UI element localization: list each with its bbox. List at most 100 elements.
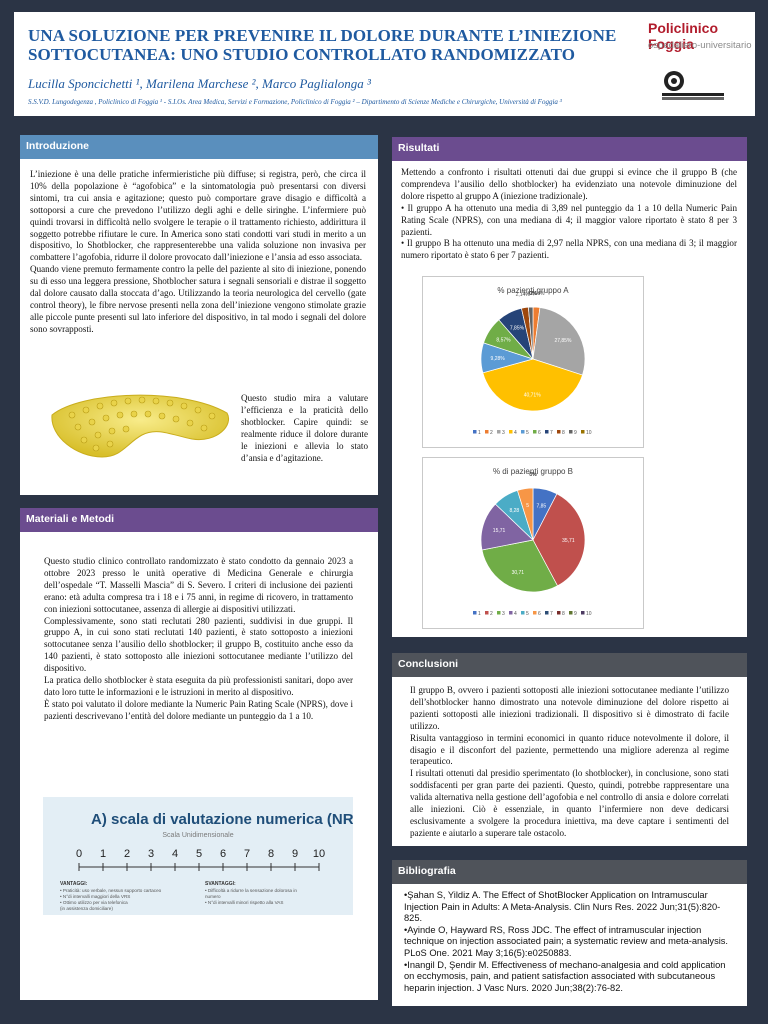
shotblocker-device-image [51,394,230,458]
policlinico-logo-title: Policlinico Foggia [648,20,719,52]
pie-chart-group-a-svg: % pazienti gruppo A0%2,14%27,85%40,71%9,… [473,286,592,436]
methods-paragraph: È stato poi valutato il dolore mediante … [44,698,353,721]
pie-label: 35,71 [562,538,575,544]
nrs-number: 1 [100,848,106,860]
legend-label: 10 [586,430,592,436]
pie-label: 8,57% [496,337,511,343]
pie-label: 0% [529,472,537,478]
legend-swatch [533,430,537,434]
legend-label: 1 [478,611,481,617]
legend-label: 6 [538,611,541,617]
introduction-panel: Introduzione L’iniezione è una delle pra… [20,135,378,495]
pie-label: 0% [529,472,537,478]
methods-paragraph: La pratica dello shotblocker è stata ese… [44,675,353,697]
nrs-vantaggi-item: • Ottimo utilizzo per via telefonica [60,900,128,905]
authors: Lucilla Sponcichetti ¹, Marilena Marches… [28,76,371,91]
nrs-number: 3 [148,848,154,860]
pie-slice [532,493,586,587]
legend-label: 2 [490,611,493,617]
pie-chart-group-b-svg: % di pazienti gruppo B 7,85 35,71 30,71 15,7… [473,467,592,617]
results-text: Mettendo a confronto i risultati ottenut… [401,167,737,262]
nrs-vantaggi-item: (in assistenza domiciliare) [60,906,113,911]
legend-label: 5 [526,430,529,436]
introduction-heading: Introduzione [26,140,89,152]
legend-label: 3 [502,611,505,617]
legend-label: 8 [562,430,565,436]
pie-label: 40,71% [524,392,542,398]
legend-swatch [485,430,489,434]
legend-label: 4 [514,611,517,617]
legend-swatch [473,430,477,434]
legend-swatch [581,430,585,434]
chart-title: % pazienti gruppo A [497,286,569,295]
nrs-number: 10 [313,848,325,860]
nrs-number: 9 [292,848,298,860]
legend-swatch [557,430,561,434]
legend-label: 4 [514,430,517,436]
legend-swatch [485,611,489,615]
pie-label: 27,85% [554,338,572,344]
legend-swatch [497,611,501,615]
forum-risk-management-logo [662,71,724,100]
results-paragraph: • Il gruppo B ha ottenuto una media di 2… [401,238,737,261]
nrs-svantaggi-item: • Difficoltà a ridurre la sensazione dol… [205,888,297,893]
policlinico-logo-subtitle: ospedaliero-universitario [648,40,752,51]
nrs-number: 7 [244,848,250,860]
legend-swatch [497,430,501,434]
legend-label: 7 [550,611,553,617]
pie-label: 0% [529,472,537,478]
nrs-number: 2 [124,848,130,860]
legend-label: 9 [574,430,577,436]
legend-swatch [509,611,513,615]
pie-label: 0% [529,291,537,297]
nrs-vantaggi-item: • Praticità: uso verbale, nessun support… [60,888,162,893]
legend-swatch [569,430,573,434]
legend-swatch [473,611,477,615]
nrs-subtitle: Scala Unidimensionale [162,832,233,839]
pie-slice [532,307,586,376]
nrs-ticks [78,863,320,871]
results-paragraph: • Il gruppo A ha ottenuto una media di 3… [401,202,737,237]
pie-label: 8,28 [509,508,519,514]
bibliography-header: Bibliografia [392,860,747,884]
results-header: Risultati [392,137,747,161]
nrs-number: 4 [172,848,178,860]
conclusions-paragraph: I risultati ottenuti dal presidio sperim… [410,768,729,838]
legend-swatch [509,430,513,434]
bibliography-panel: Bibliografia •Şahan S, Yildiz A. The Eff… [392,860,747,1006]
pie-label: 7,85% [510,325,525,331]
nrs-scale-image: A) scala di valutazione numerica (NRS) S… [43,797,353,915]
methods-paragraph: Questo studio clinico controllato random… [44,556,353,614]
legend-swatch [545,611,549,615]
introduction-text: L’iniezione è una delle pratiche infermi… [30,169,366,336]
nrs-svantaggi-item: • N°di intervalli minori rispetto alla V… [205,900,283,905]
reference-item: •Şahan S, Yildiz A. The Effect of ShotBl… [404,890,721,924]
legend-label: 6 [538,430,541,436]
bibliography-heading: Bibliografia [398,865,456,877]
pie-label: 1,42% [523,291,538,297]
results-panel: Risultati Mettendo a confronto i risulta… [392,137,747,637]
affiliations: S.S.V.D. Lungodegenza , Policlinico di F… [28,98,562,106]
introduction-header: Introduzione [20,135,378,159]
conclusions-paragraph: Il gruppo B, ovvero i pazienti sottopost… [410,685,729,731]
legend-label: 2 [490,430,493,436]
pie-slice [527,306,534,360]
pie-slice [482,358,583,412]
pie-slice [516,487,534,541]
nrs-vantaggi-title: VANTAGGI: [60,881,88,887]
legend-label: 5 [526,611,529,617]
reference-item: •Ayinde O, Hayward RS, Ross JDC. The eff… [404,924,729,958]
nrs-number: 8 [268,848,274,860]
pie-label: 2,14% [516,292,531,298]
pie-label: 15,71 [493,528,506,534]
legend-label: 3 [502,430,505,436]
nrs-vantaggi-item: • N°di intervalli maggiori della VRS [60,894,130,899]
nrs-number: 0 [76,848,82,860]
nrs-svantaggi-title: SVANTAGGI: [205,881,236,887]
conclusions-paragraph: Risulta vantaggioso in termini economici… [410,732,729,767]
legend-swatch [521,430,525,434]
pie-label: 5 [526,503,529,509]
legend-swatch [545,430,549,434]
poster-header: UNA SOLUZIONE PER PREVENIRE IL DOLORE DU… [14,12,755,116]
reference-item: •Inangil D, Şendir M. Effectiveness of m… [404,959,726,993]
